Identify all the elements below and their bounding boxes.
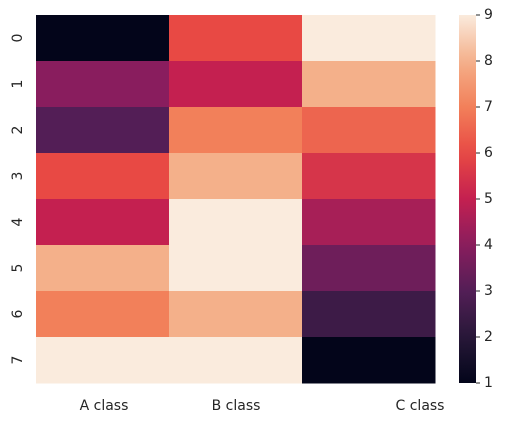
heatmap-cell-3-0	[36, 153, 170, 200]
colorbar-tick-label: 1	[484, 375, 493, 391]
y-tick-label: 5	[10, 264, 26, 273]
y-tick-label: 3	[10, 172, 26, 181]
colorbar	[459, 15, 476, 383]
heatmap-cell-7-1	[169, 337, 303, 384]
heatmap-cell-4-1	[169, 199, 303, 246]
heatmap-cell-6-2	[302, 291, 436, 338]
heatmap-cell-3-1	[169, 153, 303, 200]
x-tick-label: A class	[80, 398, 129, 414]
heatmap-cell-7-2	[302, 337, 436, 384]
y-tick-label: 1	[10, 80, 26, 89]
y-tick-label: 4	[10, 217, 26, 226]
colorbar-tick-label: 2	[484, 329, 493, 345]
y-tick-label: 2	[10, 126, 26, 135]
colorbar-tick-label: 8	[484, 53, 493, 69]
heatmap-cells	[36, 15, 436, 384]
colorbar-tick-label: 6	[484, 145, 493, 161]
heatmap-cell-1-1	[169, 61, 303, 108]
heatmap-cell-0-0	[36, 15, 170, 62]
colorbar-ticks: 1 2 3 4 5 6 7 8 9	[476, 7, 493, 391]
colorbar-tick-label: 5	[484, 191, 493, 207]
x-tick-label: B class	[212, 398, 261, 414]
heatmap-cell-5-2	[302, 245, 436, 292]
y-tick-label: 0	[10, 34, 26, 43]
heatmap-cell-6-0	[36, 291, 170, 338]
heatmap-cell-6-1	[169, 291, 303, 338]
x-tick-label: C class	[396, 398, 445, 414]
heatmap-cell-3-2	[302, 153, 436, 200]
heatmap-cell-4-0	[36, 199, 170, 246]
colorbar-tick-label: 7	[484, 99, 493, 115]
y-tick-label: 6	[10, 309, 26, 318]
heatmap-cell-5-0	[36, 245, 170, 292]
colorbar-tick-label: 3	[484, 283, 493, 299]
heatmap-cell-1-2	[302, 61, 436, 108]
y-axis-ticks: 0 1 2 3 4 5 6 7	[10, 34, 26, 365]
heatmap-cell-7-0	[36, 337, 170, 384]
heatmap-cell-5-1	[169, 245, 303, 292]
heatmap-cell-1-0	[36, 61, 170, 108]
heatmap-cell-4-2	[302, 199, 436, 246]
y-tick-label: 7	[10, 356, 26, 365]
x-axis-ticks: A class B class C class	[80, 398, 445, 414]
heatmap-cell-2-2	[302, 107, 436, 154]
heatmap-cell-2-1	[169, 107, 303, 154]
colorbar-tick-label: 4	[484, 237, 493, 253]
colorbar-tick-label: 9	[484, 7, 493, 23]
heatmap-cell-0-2	[302, 15, 436, 62]
heatmap-cell-2-0	[36, 107, 170, 154]
heatmap-cell-0-1	[169, 15, 303, 62]
